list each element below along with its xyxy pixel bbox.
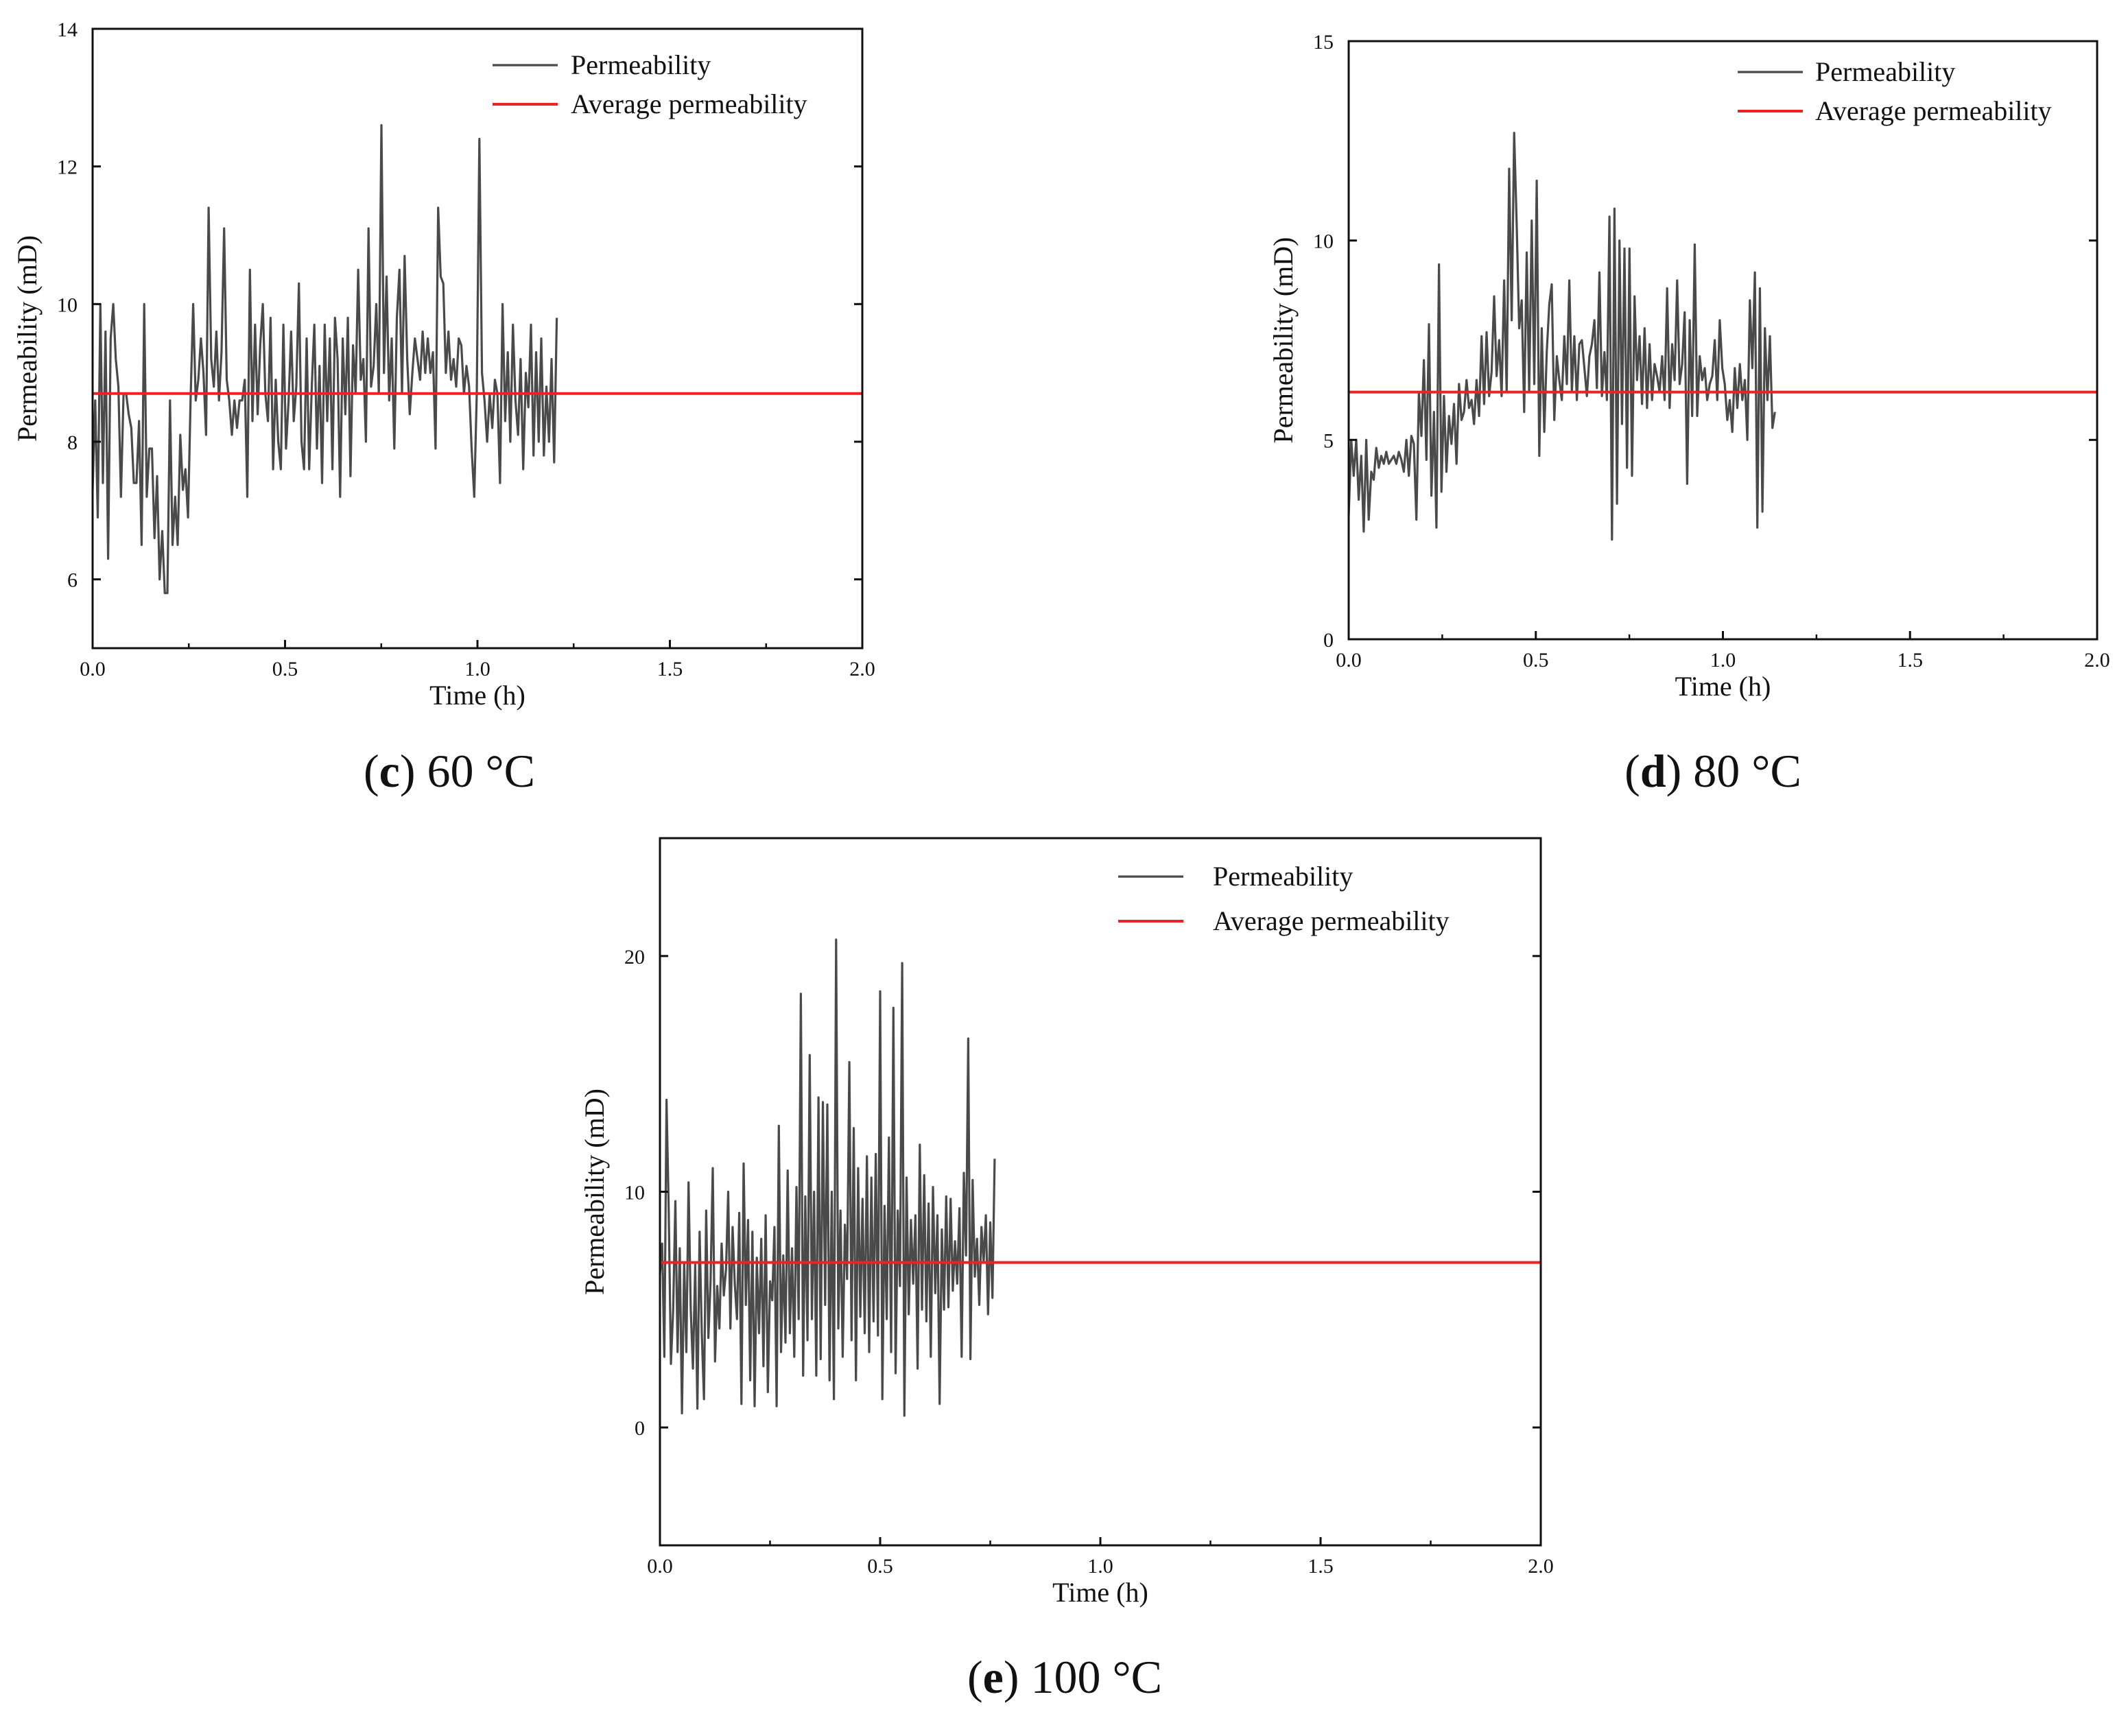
y-tick-label: 14 — [57, 19, 78, 41]
x-tick-label: 1.0 — [1710, 649, 1736, 671]
x-tick-label: 0.0 — [647, 1555, 673, 1578]
y-axis-label-80c: Permeability (mD) — [1268, 237, 1299, 443]
legend-80c: Permeability Average permeability — [1738, 56, 2052, 126]
x-tick-label: 1.5 — [1898, 649, 1924, 671]
legend-label-average: Average permeability — [1213, 905, 1450, 936]
y-tick-label: 10 — [57, 294, 78, 316]
x-axis-label-80c: Time (h) — [1675, 671, 1771, 702]
x-axis-label-100c: Time (h) — [1052, 1577, 1148, 1608]
legend-label-permeability: Permeability — [1815, 56, 1955, 87]
legend-100c: Permeability Average permeability — [1118, 861, 1450, 936]
legend-60c: Permeability Average permeability — [493, 49, 807, 119]
x-tick-label: 2.0 — [1528, 1555, 1554, 1578]
caption-100c: (e) 100 °C — [967, 1651, 1162, 1703]
caption-80c: (d) 80 °C — [1624, 745, 1801, 797]
legend-label-average: Average permeability — [1815, 95, 2052, 126]
panel-d: 0.0 0.5 1.0 1.5 2.0 0 5 10 15 Time (h) Permeabi… — [1268, 31, 2110, 797]
y-tick-label: 0 — [635, 1417, 645, 1440]
legend-label-permeability: Permeability — [1213, 861, 1353, 892]
x-tick-label: 1.5 — [657, 658, 683, 680]
x-tick-label: 0.5 — [1523, 649, 1549, 671]
panel-e: 0.0 0.5 1.0 1.5 2.0 0 10 20 Time (h) Permeabil… — [579, 837, 1554, 1703]
series-line-permeability-60c — [91, 123, 558, 595]
plot-frame-100c — [659, 837, 1542, 1547]
y-tick-label: 8 — [67, 431, 78, 454]
panel-c: 0.0 0.5 1.0 1.5 2.0 6 8 10 12 14 Time (h) Permea… — [12, 19, 875, 797]
y-tick-label: 20 — [624, 946, 645, 968]
x-tick-label: 1.0 — [1087, 1555, 1113, 1578]
x-tick-label: 0.5 — [272, 658, 298, 680]
x-tick-label: 2.0 — [849, 658, 875, 680]
x-tick-label: 1.5 — [1308, 1555, 1334, 1578]
y-tick-label: 6 — [67, 569, 78, 592]
y-tick-label: 10 — [624, 1182, 645, 1204]
x-axis-label-60c: Time (h) — [429, 680, 525, 711]
x-tick-label: 0.5 — [867, 1555, 893, 1578]
plot-frame-80c — [1347, 40, 2099, 641]
y-tick-label: 0 — [1323, 629, 1334, 652]
y-tick-label: 5 — [1323, 429, 1334, 452]
series-line-permeability-80c — [1347, 132, 1776, 541]
y-axis-label-100c: Permeability (mD) — [579, 1089, 610, 1295]
x-tick-label: 1.0 — [464, 658, 490, 680]
legend-label-average: Average permeability — [571, 88, 807, 119]
y-axis-label-60c: Permeability (mD) — [12, 235, 43, 442]
caption-60c: (c) 60 °C — [364, 745, 535, 797]
y-tick-label: 15 — [1313, 31, 1334, 53]
x-tick-label: 0.0 — [1336, 649, 1362, 671]
x-tick-label: 0.0 — [80, 658, 106, 680]
y-tick-label: 12 — [57, 156, 78, 179]
legend-label-permeability: Permeability — [571, 49, 711, 80]
x-tick-label: 2.0 — [2084, 649, 2110, 671]
series-line-permeability-100c — [659, 938, 996, 1417]
y-tick-label: 10 — [1313, 230, 1334, 253]
